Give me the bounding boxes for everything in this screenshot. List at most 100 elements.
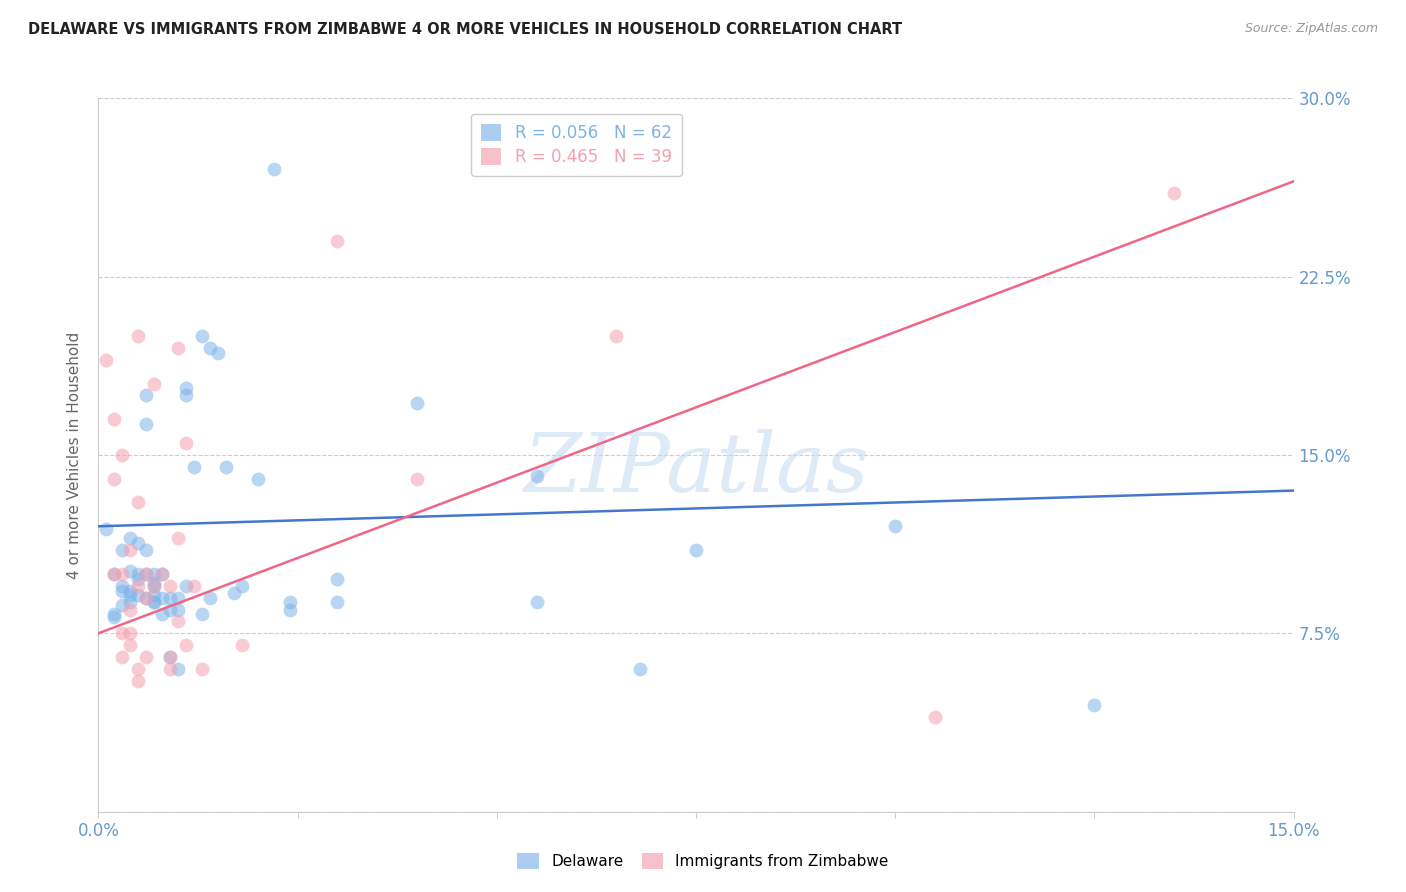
Point <box>111 448 134 462</box>
Point <box>111 579 134 593</box>
Point <box>127 662 149 676</box>
Point <box>231 579 253 593</box>
Point <box>103 566 125 581</box>
Point <box>103 607 125 622</box>
Point <box>127 495 149 509</box>
Point <box>143 588 166 602</box>
Point <box>103 472 125 486</box>
Point <box>96 352 118 367</box>
Point <box>143 579 166 593</box>
Point <box>96 522 118 536</box>
Point <box>526 469 548 483</box>
Point <box>103 609 125 624</box>
Point <box>174 579 197 593</box>
Point <box>326 234 349 248</box>
Point <box>1083 698 1105 712</box>
Point <box>207 345 229 359</box>
Point <box>198 341 221 355</box>
Point <box>127 572 149 586</box>
Point <box>167 531 190 545</box>
Point <box>159 602 181 616</box>
Point <box>135 388 157 402</box>
Point <box>222 586 245 600</box>
Point <box>120 638 142 652</box>
Point <box>167 615 190 629</box>
Text: DELAWARE VS IMMIGRANTS FROM ZIMBABWE 4 OR MORE VEHICLES IN HOUSEHOLD CORRELATION: DELAWARE VS IMMIGRANTS FROM ZIMBABWE 4 O… <box>28 22 903 37</box>
Point <box>231 638 253 652</box>
Point <box>326 595 349 609</box>
Point <box>120 565 142 579</box>
Point <box>884 519 907 533</box>
Point <box>111 583 134 598</box>
Point <box>159 662 181 676</box>
Point <box>263 162 285 177</box>
Point <box>143 595 166 609</box>
Point <box>246 472 269 486</box>
Point <box>143 579 166 593</box>
Point <box>628 662 651 676</box>
Point <box>103 566 125 581</box>
Point <box>191 329 214 343</box>
Point <box>127 536 149 550</box>
Point <box>150 566 173 581</box>
Point <box>111 626 134 640</box>
Point <box>685 543 707 558</box>
Text: Source: ZipAtlas.com: Source: ZipAtlas.com <box>1244 22 1378 36</box>
Point <box>174 388 197 402</box>
Point <box>150 591 173 605</box>
Point <box>278 602 301 616</box>
Point <box>135 566 157 581</box>
Point <box>605 329 627 343</box>
Point <box>120 602 142 616</box>
Point <box>167 591 190 605</box>
Point <box>191 662 214 676</box>
Point <box>924 709 946 723</box>
Point <box>150 566 173 581</box>
Point <box>167 602 190 616</box>
Point <box>143 566 166 581</box>
Point <box>127 673 149 688</box>
Point <box>174 638 197 652</box>
Point <box>183 459 205 474</box>
Point <box>111 598 134 612</box>
Legend: Delaware, Immigrants from Zimbabwe: Delaware, Immigrants from Zimbabwe <box>512 847 894 875</box>
Point <box>191 607 214 622</box>
Point <box>143 376 166 391</box>
Point <box>127 579 149 593</box>
Point <box>215 459 238 474</box>
Point <box>127 588 149 602</box>
Point <box>135 566 157 581</box>
Point <box>135 591 157 605</box>
Legend: R = 0.056   N = 62, R = 0.465   N = 39: R = 0.056 N = 62, R = 0.465 N = 39 <box>471 113 682 176</box>
Point <box>143 576 166 591</box>
Point <box>111 650 134 665</box>
Point <box>174 381 197 395</box>
Point <box>120 626 142 640</box>
Point <box>326 572 349 586</box>
Point <box>135 650 157 665</box>
Point <box>1163 186 1185 201</box>
Point <box>150 607 173 622</box>
Point <box>127 566 149 581</box>
Point <box>406 472 429 486</box>
Point <box>183 579 205 593</box>
Point <box>159 579 181 593</box>
Y-axis label: 4 or more Vehicles in Household: 4 or more Vehicles in Household <box>67 331 83 579</box>
Point <box>278 595 301 609</box>
Point <box>103 412 125 426</box>
Point <box>167 341 190 355</box>
Point <box>135 591 157 605</box>
Text: ZIPatlas: ZIPatlas <box>523 429 869 509</box>
Point <box>120 531 142 545</box>
Point <box>167 662 190 676</box>
Point <box>159 650 181 665</box>
Point <box>526 595 548 609</box>
Point <box>174 436 197 450</box>
Point <box>135 543 157 558</box>
Point <box>120 583 142 598</box>
Point <box>135 417 157 431</box>
Point <box>127 329 149 343</box>
Point <box>120 588 142 602</box>
Point <box>120 543 142 558</box>
Point <box>406 395 429 409</box>
